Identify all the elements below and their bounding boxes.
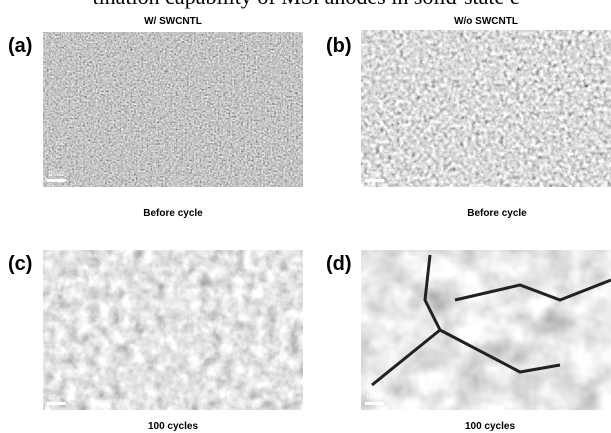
panel-label: (d) [326,253,352,275]
header-text: tination capability of MSi anodes in sol… [92,0,519,9]
panel-label: (a) [8,35,32,57]
figure: tination capability of MSi anodes in sol… [0,0,611,433]
scale-bar-label: 10 um [366,172,383,178]
column-title: W/o SWCNTL [454,16,518,27]
panel-label: (b) [326,35,352,57]
sem-image [361,250,611,410]
column-title: W/ SWCNTL [144,16,202,27]
scale-bar [47,402,66,405]
scale-bar-label: 10 um [366,395,383,401]
scale-bar-label: 10 um [48,172,65,178]
caption: 100 cycles [465,421,515,432]
sem-image [43,32,303,187]
sem-image [43,250,303,410]
scale-bar [47,179,66,182]
scale-bar [365,402,384,405]
sem-image [361,30,611,187]
caption: Before cycle [143,208,203,219]
scale-bar-label: 10 um [48,395,65,401]
panel-label: (c) [8,253,32,275]
caption: 100 cycles [148,421,198,432]
caption: Before cycle [467,208,527,219]
scale-bar [365,179,384,182]
